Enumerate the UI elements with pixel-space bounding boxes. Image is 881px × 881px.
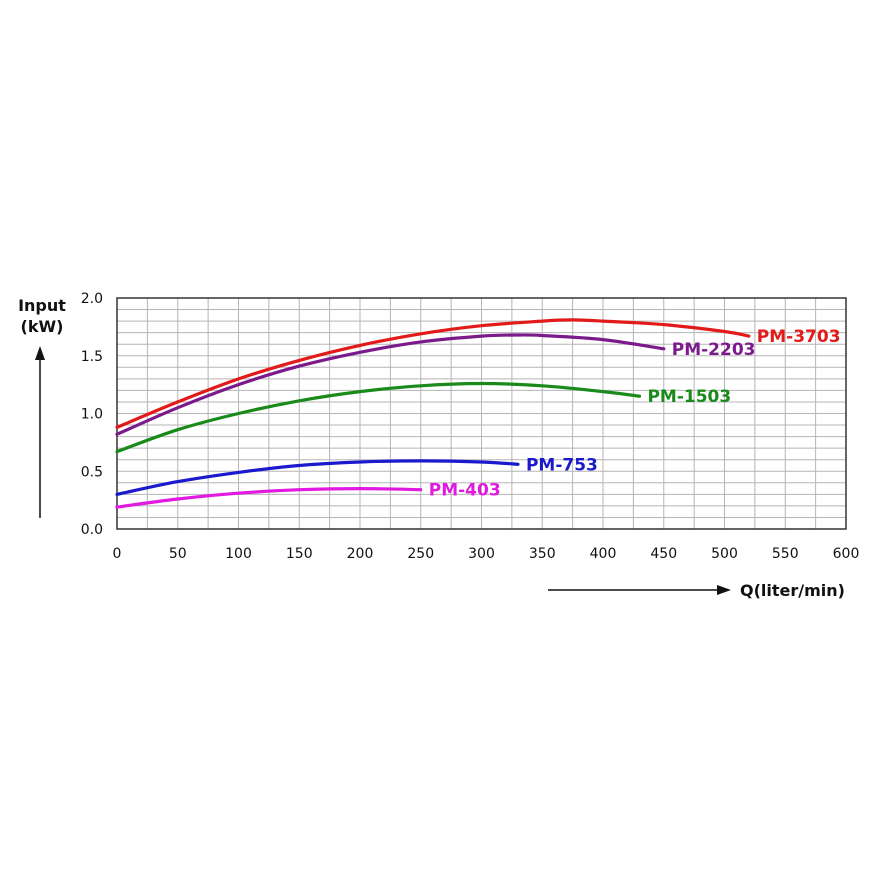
series-line-pm-3703 (115, 318, 751, 429)
y-tick-label: 0.0 (81, 522, 103, 538)
series-line-pm-753 (115, 459, 520, 496)
y-tick-label: 1.0 (81, 407, 103, 423)
x-tick-labels: 0 50 100 150 200 250 300 350 400 450 500 550 600 (113, 546, 860, 562)
series-label-pm-753: PM-753 (526, 455, 598, 475)
series-line-pm-2203 (115, 333, 666, 436)
x-tick-label: 600 (833, 546, 860, 562)
x-tick-label: 550 (772, 546, 799, 562)
y-tick-label: 1.5 (81, 349, 103, 365)
series-label-pm-2203: PM-2203 (672, 340, 756, 360)
x-tick-label: 50 (169, 546, 187, 562)
y-axis-title-line1: Input (18, 296, 66, 315)
x-axis-title: Q(liter/min) (740, 581, 845, 600)
x-tick-label: 450 (650, 546, 677, 562)
series-label-pm-3703: PM-3703 (757, 327, 841, 347)
x-axis-arrowhead (717, 585, 731, 595)
y-tick-label: 0.5 (81, 464, 103, 480)
x-tick-label: 100 (225, 546, 252, 562)
series-lines (115, 318, 751, 509)
y-tick-labels: 0.0 0.5 1.0 1.5 2.0 (81, 291, 103, 538)
y-axis-arrowhead (35, 346, 45, 360)
x-tick-label: 500 (711, 546, 738, 562)
y-tick-label: 2.0 (81, 291, 103, 307)
x-tick-label: 200 (347, 546, 374, 562)
series-line-pm-403 (115, 486, 423, 509)
x-tick-label: 300 (468, 546, 495, 562)
x-tick-label: 350 (529, 546, 556, 562)
plot-frame (116, 297, 847, 530)
x-tick-label: 0 (113, 546, 122, 562)
x-tick-label: 250 (407, 546, 434, 562)
series-label-pm-403: PM-403 (429, 481, 501, 501)
x-tick-label: 150 (286, 546, 313, 562)
series-label-pm-1503: PM-1503 (647, 387, 731, 407)
x-tick-label: 400 (590, 546, 617, 562)
y-axis-title-line2: (kW) (21, 317, 64, 336)
series-line-pm-1503 (115, 381, 642, 454)
